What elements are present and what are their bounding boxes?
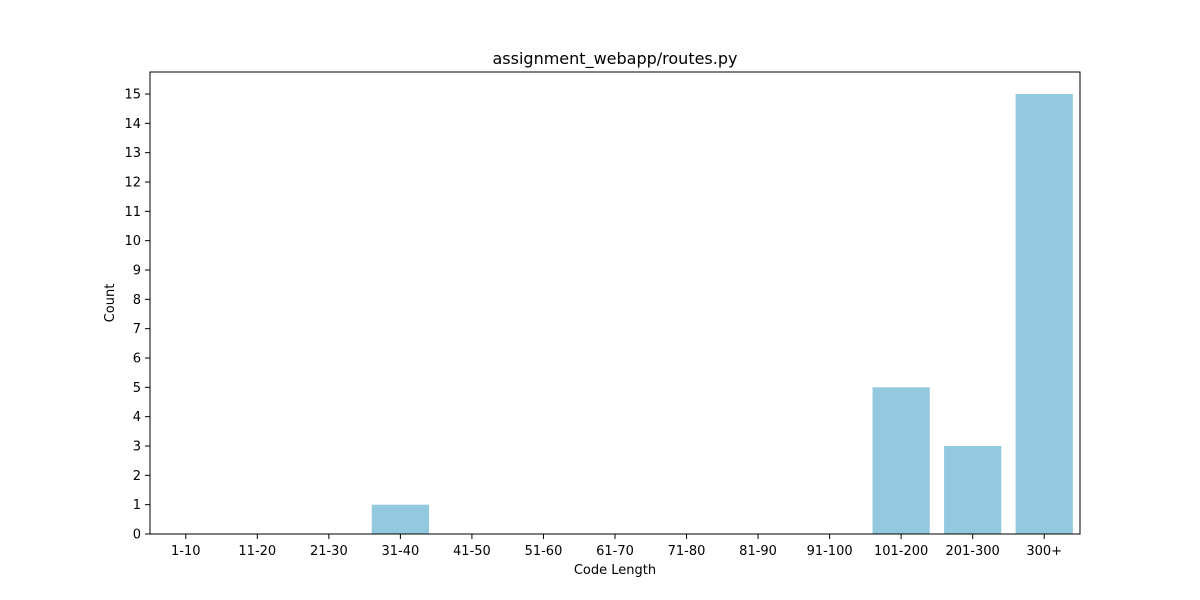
x-tick-label: 41-50: [453, 544, 491, 559]
y-tick-label: 4: [133, 410, 141, 425]
bar-101-200: [872, 387, 930, 534]
x-tick-label: 201-300: [946, 544, 1000, 559]
bar-201-300: [944, 446, 1002, 534]
y-tick-label: 10: [124, 234, 141, 249]
x-tick-label: 71-80: [668, 544, 706, 559]
x-tick-label: 101-200: [874, 544, 928, 559]
y-tick-label: 13: [124, 146, 141, 161]
bars-group: [371, 94, 1073, 534]
x-tick-label: 21-30: [310, 544, 348, 559]
x-tick-label: 51-60: [525, 544, 563, 559]
x-tick-label: 11-20: [238, 544, 276, 559]
y-axis-title: Count: [103, 284, 118, 323]
y-tick-label: 9: [133, 264, 141, 279]
bar-300+: [1015, 94, 1073, 534]
y-tick-label: 0: [133, 528, 141, 543]
y-tick-label: 7: [133, 322, 141, 337]
y-tick-label: 8: [133, 293, 141, 308]
x-tick-label: 61-70: [596, 544, 634, 559]
bar-31-40: [371, 504, 429, 534]
ticks-group: 1-10 11-20 21-30 31-40 41-50 51-60 61-70 71-80 8…: [124, 88, 1062, 560]
y-tick-label: 14: [124, 117, 141, 132]
x-tick-label: 31-40: [381, 544, 419, 559]
x-tick-label: 300+: [1026, 544, 1062, 559]
y-tick-label: 6: [133, 352, 141, 367]
y-tick-label: 5: [133, 381, 141, 396]
y-tick-label: 1: [133, 498, 141, 513]
plot-frame: [149, 71, 1081, 535]
y-tick-label: 12: [124, 176, 141, 191]
x-tick-label: 81-90: [739, 544, 777, 559]
x-tick-label: 91-100: [807, 544, 853, 559]
y-tick-label: 11: [124, 205, 141, 220]
y-tick-label: 15: [124, 88, 141, 103]
x-axis-title: Code Length: [574, 563, 656, 578]
y-tick-label: 2: [133, 469, 141, 484]
x-tick-label: 1-10: [171, 544, 201, 559]
y-tick-label: 3: [133, 440, 141, 455]
chart-title: assignment_webapp/routes.py: [493, 49, 738, 69]
